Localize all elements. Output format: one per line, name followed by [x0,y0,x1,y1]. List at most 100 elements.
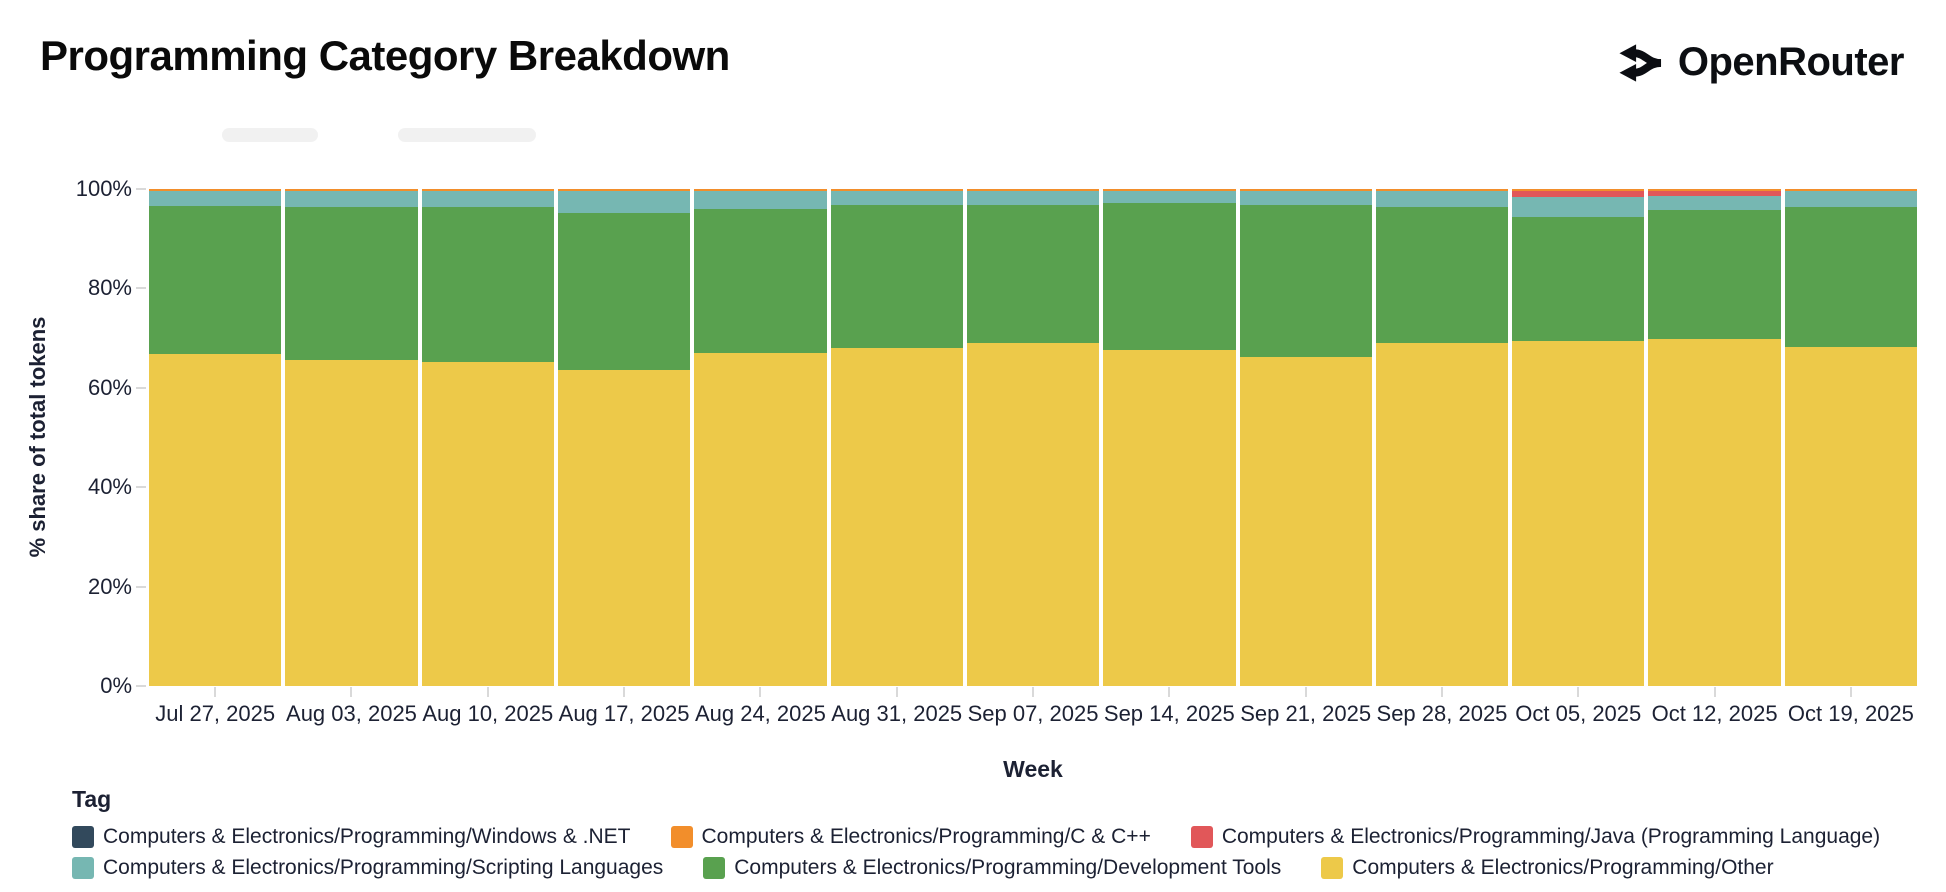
bar-segment[interactable] [1103,203,1236,350]
legend-item[interactable]: Computers & Electronics/Programming/Java… [1190,825,1880,849]
bar-segment[interactable] [285,359,418,686]
faded-toolbar-artifact [398,128,536,142]
bar-segment[interactable] [1648,339,1781,686]
bar-sep-14-2025[interactable] [1103,189,1236,686]
x-tick-mark [1849,687,1852,697]
bar-segment[interactable] [1648,189,1781,191]
bar-segment[interactable] [694,208,827,353]
stacked-bar-plot [149,189,1918,686]
bar-segment[interactable] [1103,190,1236,204]
bar-segment[interactable] [557,190,691,214]
legend-item[interactable]: Computers & Electronics/Programming/Scri… [72,856,663,880]
bar-segment[interactable] [285,207,418,360]
bar-segment[interactable] [830,348,963,686]
bar-segment[interactable] [1784,206,1918,347]
bar-segment[interactable] [694,189,827,191]
bar-segment[interactable] [1375,207,1509,344]
x-tick-label: Aug 03, 2025 [286,701,417,726]
x-tick-label: Oct 05, 2025 [1515,701,1642,726]
bar-segment[interactable] [1784,190,1918,207]
bar-segment[interactable] [421,207,554,363]
x-tick-mark [486,687,489,697]
bar-segment[interactable] [1648,196,1781,210]
x-tick-mark [759,687,762,697]
bar-segment[interactable] [830,189,963,191]
bar-segment[interactable] [1239,189,1372,191]
legend-swatch [72,826,94,848]
bar-segment[interactable] [149,189,282,191]
bar-aug-03-2025[interactable] [285,189,418,686]
bar-aug-24-2025[interactable] [694,189,827,686]
bar-segment[interactable] [694,352,827,686]
x-axis-title: Week [1003,756,1063,782]
bar-segment[interactable] [421,362,554,686]
x-axis-ticks [149,687,1917,697]
bar-segment[interactable] [1512,340,1645,686]
bar-segment[interactable] [694,190,827,209]
bar-oct-05-2025[interactable] [1512,189,1645,686]
bar-sep-28-2025[interactable] [1375,189,1509,686]
bar-segment[interactable] [1784,189,1918,191]
bar-segment[interactable] [285,189,418,191]
bar-segment[interactable] [966,343,1100,686]
bar-segment[interactable] [557,213,691,370]
x-tick-mark [623,687,626,697]
bar-segment[interactable] [1512,216,1645,341]
bar-aug-10-2025[interactable] [421,189,554,686]
x-axis-labels: Jul 27, 2025 Aug 03, 2025 Aug 10, 2025 Aug … [149,701,1917,727]
legend-swatch [72,857,94,879]
legend: Tag Computers & Electronics/Programming/… [72,786,1892,880]
legend-item[interactable]: Computers & Electronics/Programming/C & … [670,825,1151,849]
bar-segment[interactable] [830,190,963,206]
y-tick-mark [136,486,146,489]
bar-aug-17-2025[interactable] [557,189,691,686]
bar-oct-12-2025[interactable] [1648,189,1781,686]
bar-segment[interactable] [830,205,963,348]
legend-item[interactable]: Computers & Electronics/Programming/Deve… [703,856,1281,880]
legend-item[interactable]: Computers & Electronics/Programming/Wind… [72,825,631,849]
bar-segment[interactable] [966,190,1100,206]
bar-segment[interactable] [149,190,282,207]
legend-label: Computers & Electronics/Programming/C & … [701,825,1151,848]
bar-segment[interactable] [1375,189,1509,191]
bar-segment[interactable] [1648,190,1781,197]
bar-segment[interactable] [1512,189,1645,191]
bar-segment[interactable] [557,189,691,191]
bar-segment[interactable] [557,369,691,686]
bar-segment[interactable] [1512,196,1645,217]
x-tick-label: Aug 10, 2025 [422,701,554,726]
x-tick-mark [1577,687,1580,697]
bar-segment[interactable] [1375,343,1509,686]
bar-segment[interactable] [1103,349,1236,686]
bar-segment[interactable] [1239,205,1372,358]
bar-segment[interactable] [149,353,282,686]
bar-segment[interactable] [1103,189,1236,191]
bar-segment[interactable] [966,205,1100,344]
bar-segment[interactable] [1239,357,1372,686]
bar-segment[interactable] [966,189,1100,191]
bar-segment[interactable] [1648,209,1781,340]
bar-segment[interactable] [1784,346,1918,686]
bar-segment[interactable] [1239,190,1372,206]
legend-swatch [1190,826,1213,848]
bar-aug-31-2025[interactable] [830,189,963,686]
bar-segment[interactable] [149,206,282,354]
legend-title: Tag [72,786,112,812]
bar-segment[interactable] [1512,190,1645,197]
brand-link[interactable]: OpenRouter [1618,40,1905,85]
x-tick-label: Aug 24, 2025 [694,701,826,726]
x-tick-label: Jul 27, 2025 [155,701,276,726]
legend-label: Computers & Electronics/Programming/Wind… [103,825,631,848]
bar-segment[interactable] [421,189,554,191]
bar-segment[interactable] [421,190,554,208]
bar-segment[interactable] [1375,190,1509,208]
bar-sep-07-2025[interactable] [966,189,1100,686]
y-tick-label: 60% [87,374,132,400]
bar-oct-19-2025[interactable] [1784,189,1918,686]
bar-sep-21-2025[interactable] [1239,189,1372,686]
legend-item[interactable]: Computers & Electronics/Programming/Othe… [1321,856,1774,880]
brand-name: OpenRouter [1677,40,1905,84]
bar-segment[interactable] [285,190,418,208]
bar-jul-27-2025[interactable] [149,189,282,686]
